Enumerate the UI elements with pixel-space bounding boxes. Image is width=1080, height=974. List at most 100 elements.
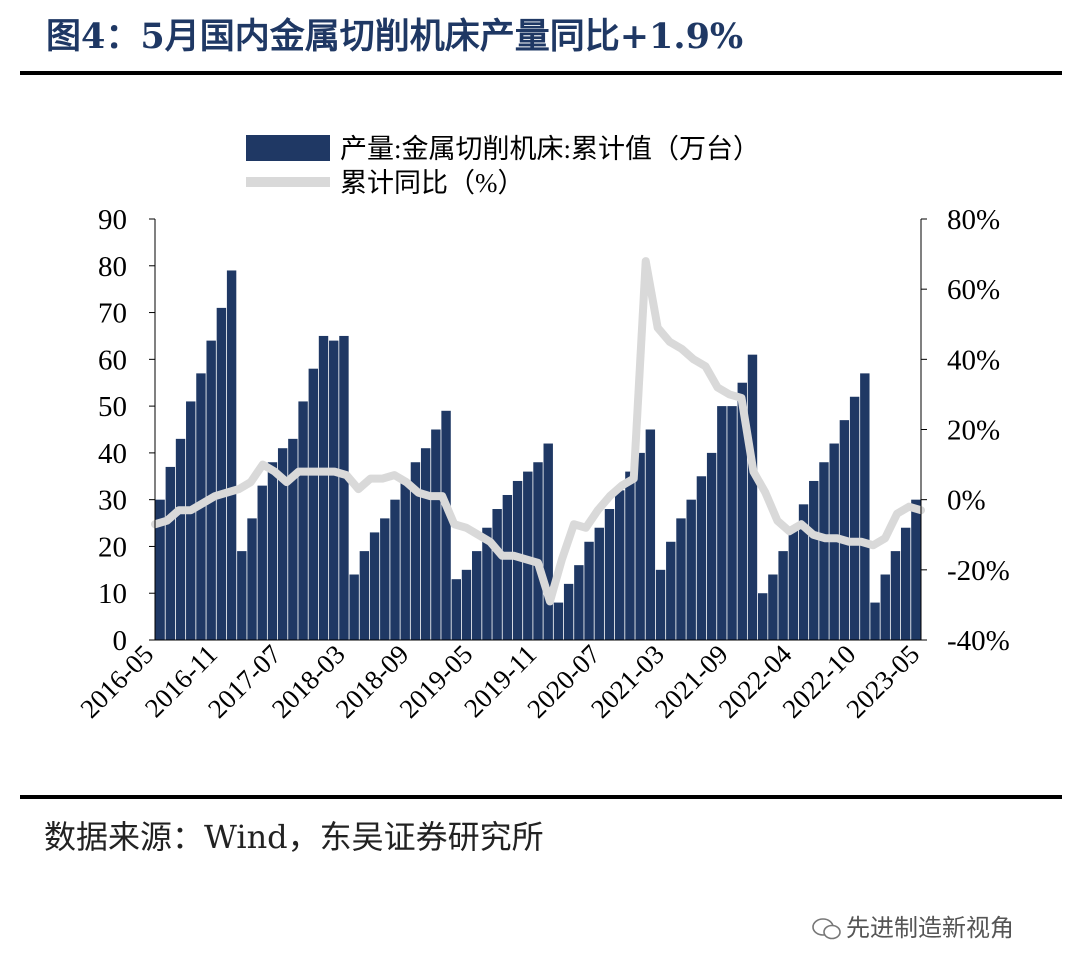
bar bbox=[563, 583, 574, 640]
bar-series bbox=[155, 270, 921, 640]
bar bbox=[553, 602, 564, 640]
y-right-tick-label: 60% bbox=[947, 274, 1000, 306]
bar bbox=[216, 307, 227, 640]
watermark: 先进制造新视角 bbox=[812, 908, 1014, 943]
chart-svg: 产量:金属切削机床:累计值（万台） 累计同比（%） 0 10 20 30 40 50 60 7… bbox=[74, 134, 1010, 724]
bar bbox=[288, 438, 298, 640]
bar bbox=[635, 452, 645, 640]
bar bbox=[819, 462, 829, 640]
bar bbox=[451, 579, 461, 640]
bar bbox=[175, 438, 186, 640]
bar bbox=[727, 406, 737, 640]
bar bbox=[308, 368, 319, 640]
bar bbox=[594, 527, 604, 640]
y-left-tick-label: 10 bbox=[98, 578, 127, 610]
y-left-tick-label: 80 bbox=[98, 251, 127, 283]
bar bbox=[543, 443, 553, 640]
bar bbox=[472, 551, 482, 640]
watermark-text: 先进制造新视角 bbox=[846, 914, 1014, 942]
bar bbox=[165, 466, 176, 640]
bar bbox=[267, 462, 278, 640]
bar bbox=[706, 452, 717, 640]
bar bbox=[798, 504, 809, 640]
bar bbox=[645, 429, 656, 640]
bar bbox=[186, 401, 196, 640]
bar bbox=[604, 509, 615, 640]
x-tick-label: 2023-05 bbox=[840, 639, 925, 724]
top-rule bbox=[20, 71, 1062, 75]
bar bbox=[737, 382, 747, 640]
bar bbox=[339, 335, 349, 640]
bar bbox=[768, 574, 778, 640]
bar bbox=[839, 420, 850, 640]
bar bbox=[676, 518, 686, 640]
bar bbox=[155, 499, 165, 640]
bar bbox=[237, 551, 247, 640]
bar bbox=[911, 499, 921, 640]
y-left-tick-label: 0 bbox=[113, 625, 128, 657]
legend-label-line: 累计同比（%） bbox=[340, 168, 525, 198]
bar bbox=[860, 373, 870, 640]
bar bbox=[655, 569, 666, 640]
legend: 产量:金属切削机床:累计值（万台） 累计同比（%） bbox=[246, 134, 760, 198]
bar bbox=[390, 499, 400, 640]
bar bbox=[257, 485, 267, 640]
bar bbox=[625, 471, 635, 640]
bar bbox=[431, 429, 441, 640]
bar bbox=[206, 340, 216, 640]
bar bbox=[900, 527, 911, 640]
bar bbox=[849, 396, 860, 640]
wechat-icon bbox=[812, 918, 841, 940]
bottom-rule bbox=[20, 795, 1062, 799]
bar bbox=[298, 401, 308, 640]
y-right-tick-label: 20% bbox=[947, 415, 1000, 447]
legend-label-bar: 产量:金属切削机床:累计值（万台） bbox=[340, 134, 760, 164]
bar bbox=[380, 518, 390, 640]
y-right-tick-label: 40% bbox=[947, 344, 1000, 376]
y-left-tick-label: 50 bbox=[98, 391, 127, 423]
y-left-tick-label: 30 bbox=[98, 485, 127, 517]
bar bbox=[420, 448, 431, 640]
bar bbox=[696, 476, 707, 640]
chart-title: 图4：5月国内金属切削机床产量同比+1.9% bbox=[46, 16, 744, 57]
bar bbox=[615, 490, 625, 640]
bar bbox=[574, 565, 584, 640]
y-right-tick-label: 0% bbox=[947, 485, 986, 517]
bar bbox=[747, 354, 758, 640]
bar bbox=[880, 574, 890, 640]
line-series bbox=[151, 257, 925, 606]
bar bbox=[359, 551, 370, 640]
bar bbox=[400, 480, 410, 640]
y-right-tick-label: -20% bbox=[947, 555, 1010, 587]
bar bbox=[502, 494, 513, 640]
bar bbox=[788, 527, 799, 640]
bar bbox=[369, 532, 380, 640]
y-left-tick-label: 20 bbox=[98, 531, 127, 563]
bar bbox=[870, 602, 880, 640]
bar bbox=[329, 340, 339, 640]
bar bbox=[349, 574, 359, 640]
bar bbox=[890, 551, 901, 640]
y-right-tick-label: 80% bbox=[947, 204, 1000, 236]
bar bbox=[492, 509, 502, 640]
bar bbox=[482, 527, 492, 640]
bar bbox=[757, 593, 768, 640]
bar bbox=[778, 551, 788, 640]
bar bbox=[277, 448, 288, 640]
bar bbox=[666, 541, 676, 640]
bar bbox=[809, 480, 819, 640]
bar bbox=[226, 270, 237, 640]
y-left-tick-label: 90 bbox=[98, 204, 127, 236]
y-right-tick-label: -40% bbox=[947, 625, 1010, 657]
bar bbox=[584, 541, 594, 640]
bar bbox=[441, 410, 451, 640]
legend-swatch-bar bbox=[246, 135, 330, 161]
y-left-tick-label: 40 bbox=[98, 438, 127, 470]
bar bbox=[686, 499, 696, 640]
bar bbox=[717, 406, 727, 640]
bar bbox=[461, 569, 472, 640]
bar bbox=[318, 335, 329, 640]
bar bbox=[247, 518, 257, 640]
source-note: 数据来源：Wind，东吴证券研究所 bbox=[44, 818, 544, 856]
y-left-tick-label: 60 bbox=[98, 344, 127, 376]
